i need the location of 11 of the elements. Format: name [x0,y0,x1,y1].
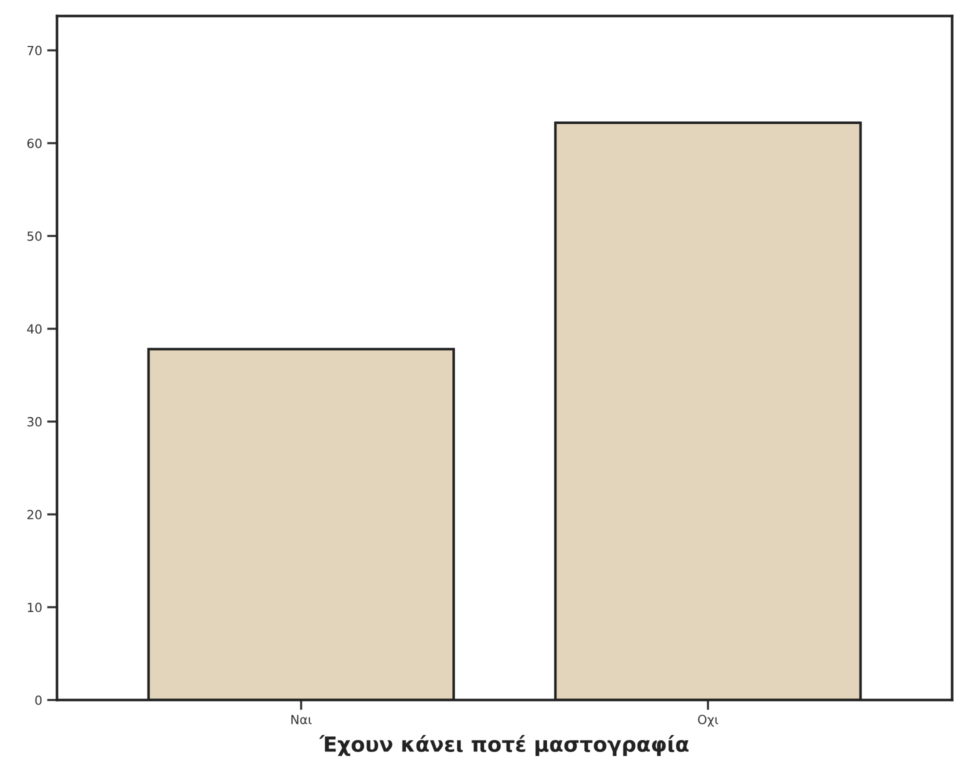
y-tick-label: 30 [27,417,42,426]
x-axis-title: Έχουν κάνει ποτέ μαστογραφία [319,735,689,756]
y-tick-label: 20 [27,510,42,520]
y-tick-label: 10 [28,602,42,612]
y-tick-label: 60 [27,138,42,148]
y-tick-label: 0 [35,695,42,705]
y-tick-label: 40 [27,324,42,334]
y-tick-label: 50 [27,231,42,241]
y-tick-label: 70 [28,46,42,56]
x-tick-label: Ναι [291,714,312,724]
x-tick-label: Οχι [698,714,718,727]
